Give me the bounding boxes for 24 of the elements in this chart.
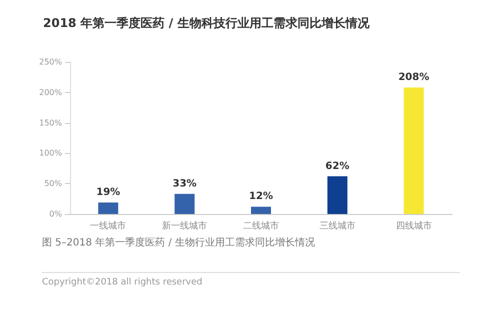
chart-title: 2018 年第一季度医药 / 生物科技行业用工需求同比增长情况	[43, 16, 370, 30]
data-label: 62%	[325, 160, 350, 172]
bar	[327, 176, 348, 214]
bar	[174, 194, 195, 214]
x-tick-label: 新一线城市	[162, 220, 208, 232]
data-label: 19%	[96, 186, 120, 198]
y-tick-label: 150%	[39, 118, 62, 128]
caption: 图 5–2018 年第一季度医药 / 生物行业用工需求同比增长情况	[42, 236, 315, 248]
y-tick-label: 50%	[44, 179, 62, 188]
data-label: 33%	[172, 178, 197, 190]
data-label: 12%	[249, 191, 273, 202]
y-tick-label: 200%	[39, 88, 62, 97]
bar	[98, 202, 118, 214]
y-tick-label: 0%	[49, 210, 62, 218]
x-tick-label: 三线城市	[319, 220, 356, 232]
x-tick-label: 一线城市	[90, 220, 126, 232]
y-tick-label: 250%	[39, 58, 62, 66]
text: Copyright©2018 all rights reserved	[42, 278, 202, 288]
x-tick-label: 四线城市	[396, 220, 432, 232]
data-label: 208%	[398, 72, 430, 84]
y-tick-label: 100%	[39, 148, 62, 158]
bar	[404, 88, 424, 214]
x-tick-label: 二线城市	[243, 220, 279, 232]
bar	[251, 206, 271, 214]
